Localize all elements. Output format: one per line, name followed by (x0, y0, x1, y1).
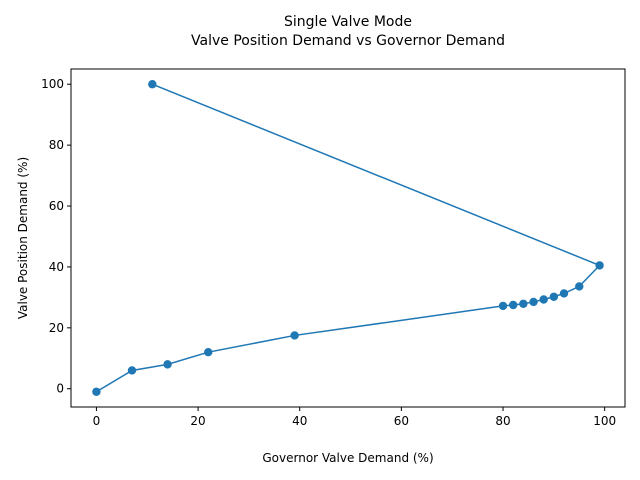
y-tick-label: 80 (49, 138, 64, 152)
plot-area (92, 80, 604, 396)
data-point (127, 366, 137, 375)
y-tick-label: 0 (56, 382, 64, 396)
data-point (498, 301, 508, 311)
chart-title: Single Valve Mode (284, 14, 412, 30)
x-tick-label: 60 (394, 414, 409, 428)
data-point (575, 282, 584, 291)
data-point (163, 360, 172, 369)
y-axis-ticks: 0 20 40 60 80 100 (41, 77, 71, 396)
data-point (529, 297, 538, 307)
plot-frame (70, 68, 626, 408)
data-point (539, 295, 548, 304)
x-tick-label: 40 (292, 414, 307, 428)
x-tick-label: 20 (190, 414, 205, 428)
y-tick-label: 20 (49, 321, 64, 335)
data-point (148, 80, 157, 89)
data-point (559, 289, 569, 298)
data-point (519, 299, 528, 308)
y-tick-label: 40 (49, 260, 64, 274)
y-axis-label: Valve Position Demand (%) (16, 157, 30, 319)
data-point (290, 331, 299, 340)
x-tick-label: 0 (93, 414, 101, 428)
data-point (549, 292, 559, 301)
chart-subtitle: Valve Position Demand vs Governor Demand (191, 33, 505, 49)
data-point (92, 387, 101, 396)
x-axis-ticks: 0 20 40 60 80 100 (93, 407, 616, 428)
data-point (204, 347, 213, 357)
y-tick-label: 100 (41, 77, 64, 91)
x-tick-label: 100 (593, 414, 616, 428)
data-point (595, 261, 604, 270)
series-line (96, 83, 601, 393)
data-point (508, 300, 518, 310)
x-axis-label: Governor Valve Demand (%) (262, 451, 433, 465)
y-tick-label: 60 (49, 199, 64, 213)
x-tick-label: 80 (495, 414, 510, 428)
